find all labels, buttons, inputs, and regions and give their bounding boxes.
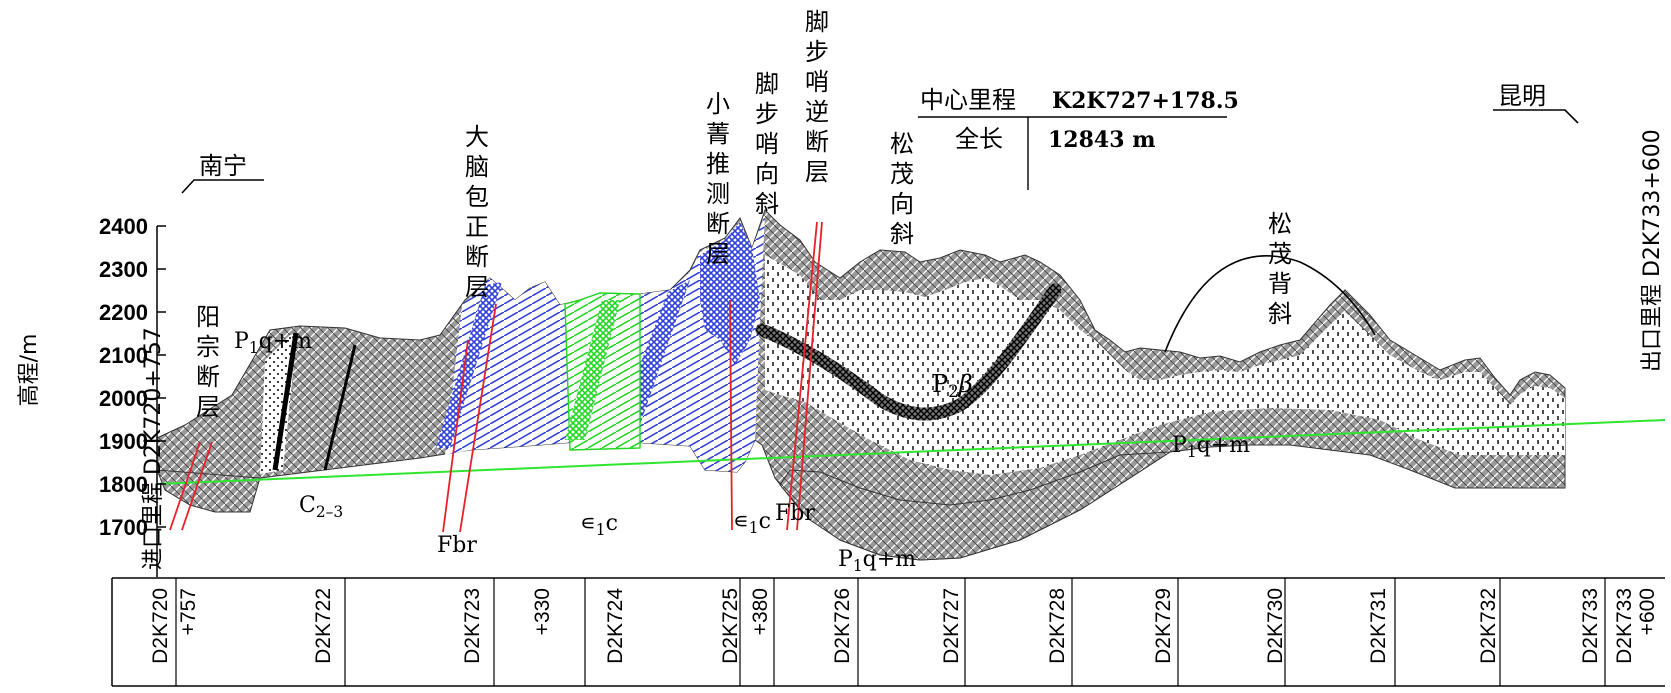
station-label: D2K722 xyxy=(312,588,335,664)
structure-label-jiaobushao-fault: 脚步哨逆断层 xyxy=(805,8,829,186)
length-label: 全长 xyxy=(955,125,1003,153)
fault-danaobao-2 xyxy=(459,303,497,533)
center-value: K2K727+178.5 xyxy=(1052,88,1239,114)
y-tick-label: 2400 xyxy=(99,214,148,239)
arrow-left-icon xyxy=(181,179,264,194)
y-tick-label: 1800 xyxy=(99,472,148,497)
fault-danaobao-1 xyxy=(442,339,469,533)
station-label: +757 xyxy=(177,588,200,635)
station-label: D2K724 xyxy=(604,588,627,664)
black-streak-1 xyxy=(272,332,299,471)
center-label: 中心里程 xyxy=(920,86,1016,114)
station-label: D2K732 xyxy=(1477,588,1500,664)
blue-cross-band-left xyxy=(436,282,502,448)
station-label: D2K720 xyxy=(149,588,172,664)
structure-label-yangzong: 阳宗断层 xyxy=(196,303,220,421)
tunnel-line xyxy=(156,419,1666,485)
fault-yangzong-2 xyxy=(181,441,213,531)
structure-label-songmao-anticline: 松茂背斜 xyxy=(1268,210,1292,328)
strata-label-e1c-mid: ∊1c xyxy=(580,511,618,539)
y-tick-label: 2200 xyxy=(99,300,148,325)
anticline-outline xyxy=(1164,255,1376,353)
y-tick-label: 1700 xyxy=(99,515,148,540)
arrow-right-icon xyxy=(1493,109,1579,124)
structure-label-danaobao: 大脑包正断层 xyxy=(465,123,489,301)
direction-left: 南宁 xyxy=(181,152,264,194)
y-tick-label: 2300 xyxy=(99,257,148,282)
strata-label-c23: C2–3 xyxy=(299,493,343,521)
geology-body xyxy=(156,209,1566,561)
station-label: D2K727 xyxy=(940,588,963,664)
station-label: D2K725 xyxy=(719,588,742,664)
direction-left-label: 南宁 xyxy=(199,152,247,180)
station-label: +330 xyxy=(531,588,554,635)
fbr-strip xyxy=(260,333,297,474)
station-label: D2K730 xyxy=(1264,588,1287,664)
y-axis-label: 高程/m xyxy=(17,334,42,407)
y-tick-group: 2400 2300 2200 2100 2000 1900 1800 1700 xyxy=(99,214,166,540)
station-label: D2K729 xyxy=(1152,588,1175,664)
y-tick-label: 2100 xyxy=(99,343,148,368)
center-mileage-box: 中心里程 K2K727+178.5 全长 12843 m xyxy=(918,86,1239,190)
black-streak-2 xyxy=(323,344,357,471)
fault-jiaobushao-2 xyxy=(796,221,823,531)
fault-jiaobushao-1 xyxy=(786,221,818,531)
basalt-region xyxy=(765,255,1565,475)
station-label: D2K728 xyxy=(1046,588,1069,664)
lower-rock xyxy=(779,451,1172,561)
strata-label-p1qm-top: P1q+m xyxy=(234,329,312,357)
green-cross-band xyxy=(565,300,620,440)
station-label: D2K733 xyxy=(1579,588,1602,664)
y-axis: 2400 2300 2200 2100 2000 1900 1800 1700 高程/m xyxy=(17,214,166,577)
basalt-black-band xyxy=(755,283,1062,421)
direction-right-label: 昆明 xyxy=(1498,82,1546,110)
station-label: D2K731 xyxy=(1367,588,1390,664)
strata-label-e1c-right: ∊1c xyxy=(733,509,771,537)
structure-labels: 阳宗断层 大脑包正断层 小菁推测断层 脚步哨向斜 脚步哨逆断层松茂向斜松茂背斜 xyxy=(196,8,1292,421)
station-label-secondary: +600 xyxy=(1636,588,1659,635)
strata-label-fbr-left: Fbr xyxy=(437,533,477,558)
station-label: D2K733 xyxy=(1613,588,1636,664)
station-label: D2K723 xyxy=(461,588,484,664)
station-group: D2K720 +757 D2K722 D2K723 +330 D2K724 D2K725 +3… xyxy=(149,578,1659,686)
direction-right: 昆明 xyxy=(1493,82,1579,124)
y-tick-label: 2000 xyxy=(99,386,148,411)
strata-label-p2b: P2β xyxy=(932,370,973,401)
y-tick-label: 1900 xyxy=(99,429,148,454)
station-label: D2K726 xyxy=(831,588,854,664)
fault-yangzong-1 xyxy=(169,441,201,531)
strata-label-fbr-right: Fbr xyxy=(775,501,815,526)
exit-mileage: 出口里程 D2K733+600 xyxy=(1640,129,1665,372)
left-small-block xyxy=(156,469,261,513)
fault-xiaojing xyxy=(729,299,733,531)
entrance-mileage: 进口里程 D2K720+757 xyxy=(141,327,166,570)
structure-label-songmao-syncline: 松茂向斜 xyxy=(890,130,914,248)
strata-label-p1qm-bottom: P1q+m xyxy=(838,547,916,575)
fault-lines xyxy=(169,221,823,533)
blue-cross-wedge xyxy=(700,222,760,365)
structure-label-xiaojing: 小菁推测断层 xyxy=(706,90,730,268)
strata-label-p1qm-right: P1q+m xyxy=(1172,433,1250,461)
station-label: +380 xyxy=(749,588,772,635)
structure-label-jiaobushao-syncline: 脚步哨向斜 xyxy=(755,70,779,218)
station-table: D2K720 +757 D2K722 D2K723 +330 D2K724 D2K725 +3… xyxy=(111,577,1665,687)
length-value: 12843 m xyxy=(1048,127,1155,153)
